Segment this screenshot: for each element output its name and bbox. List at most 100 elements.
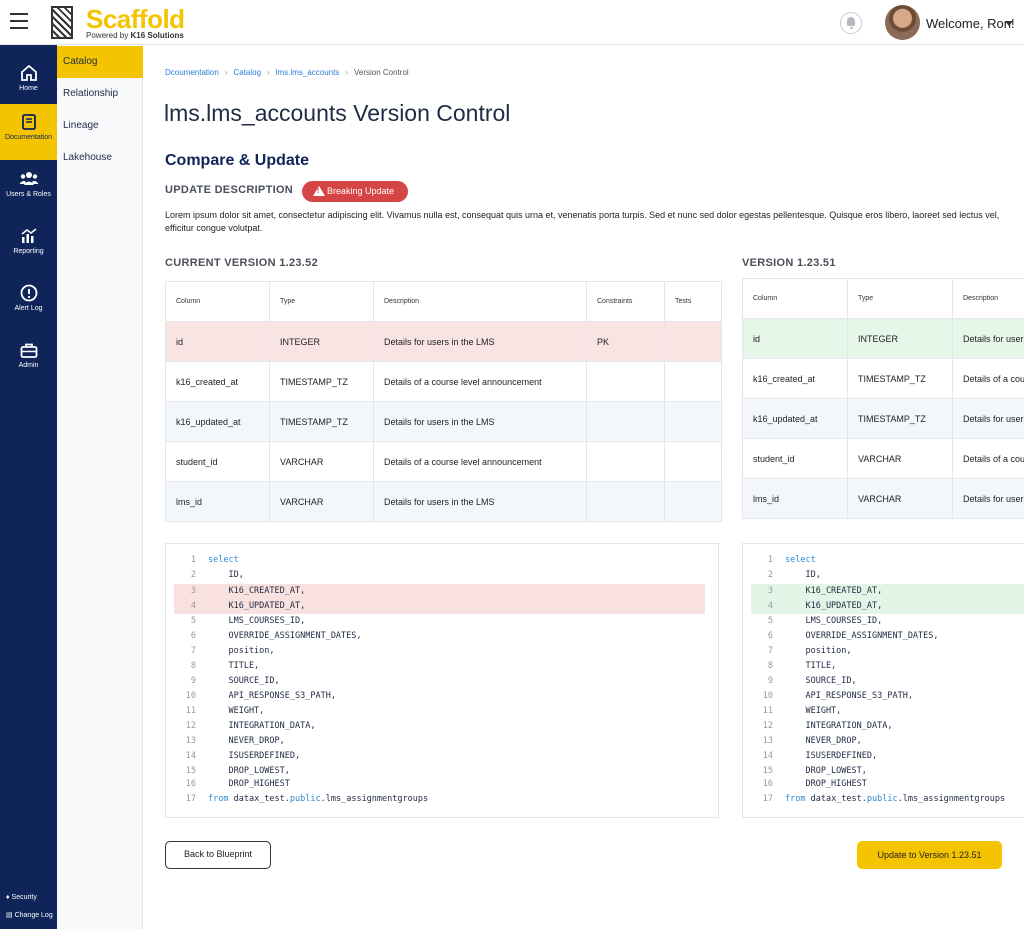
- description-header[interactable]: Description: [952, 278, 1024, 319]
- nav-item-users-roles[interactable]: Users & Roles: [0, 161, 57, 217]
- breadcrumb-documentation[interactable]: Dcoumentation: [165, 68, 219, 77]
- nav-item-alert-log[interactable]: Alert Log: [0, 275, 57, 331]
- column-header[interactable]: Column: [742, 278, 848, 319]
- current-version-label: CURRENT VERSION 1.23.52: [165, 257, 318, 269]
- code-line: 9 SOURCE_ID,: [767, 676, 857, 686]
- other-version-table: Column Type Description id INTEGER Details…: [742, 278, 1024, 519]
- code-line: 14 ISUSERDEFINED,: [185, 751, 301, 761]
- update-version-button[interactable]: Update to Version 1.23.51: [857, 841, 1002, 869]
- book-icon: [21, 114, 36, 130]
- chart-icon: [21, 228, 36, 243]
- back-to-blueprint-button[interactable]: Back to Blueprint: [165, 841, 271, 869]
- breadcrumb: Dcoumentation › Catalog › lms.lms_accounts › V…: [165, 68, 409, 77]
- alert-icon: [20, 284, 37, 302]
- code-line: 16 DROP_HIGHEST: [185, 779, 290, 789]
- subnav-item-relationship[interactable]: Relationship: [63, 88, 119, 99]
- home-icon: [20, 64, 37, 81]
- code-line: 2 ID,: [190, 570, 244, 580]
- nav-security[interactable]: ♦ Security: [6, 894, 37, 901]
- subnav-item-catalog[interactable]: Catalog: [57, 46, 143, 78]
- code-line: 5 LMS_COURSES_ID,: [190, 616, 306, 626]
- page-title: lms.lms_accounts Version Control: [164, 100, 511, 126]
- table-row: id INTEGER Details for users in the LMS PK: [165, 321, 722, 362]
- code-line: 1 select: [767, 555, 816, 565]
- subnav-item-lakehouse[interactable]: Lakehouse: [63, 152, 112, 163]
- code-line: 13 NEVER_DROP,: [185, 736, 285, 746]
- code-line: 2 ID,: [767, 570, 821, 580]
- code-from-target: datax_test.public.lms_assignmentgroups: [233, 794, 429, 804]
- breadcrumb-current: Version Control: [353, 68, 409, 77]
- type-header[interactable]: Type: [847, 278, 953, 319]
- welcome-text[interactable]: Welcome, Ron!: [926, 16, 1015, 31]
- avatar[interactable]: [885, 5, 920, 40]
- code-line: 17 from datax_test.public.lms_assignmentg…: [185, 794, 429, 804]
- code-line-added: 3 K16_CREATED_AT,: [751, 584, 1024, 599]
- code-line: 9 SOURCE_ID,: [190, 676, 280, 686]
- breadcrumb-catalog[interactable]: Catalog: [233, 68, 262, 77]
- chevron-down-icon[interactable]: [1005, 21, 1013, 26]
- code-line: 6 OVERRIDE_ASSIGNMENT_DATES,: [190, 631, 362, 641]
- code-line: 15 DROP_LOWEST,: [185, 766, 290, 776]
- shield-icon: ♦: [6, 894, 10, 901]
- description-header[interactable]: Description: [373, 281, 587, 322]
- current-version-table: Column Type Description Constraints Test…: [165, 281, 722, 522]
- warning-icon: [313, 186, 325, 196]
- scaffold-logo-icon: [51, 6, 73, 39]
- code-line: 10 API_RESPONSE_S3_PATH,: [185, 691, 336, 701]
- users-icon: [19, 172, 38, 185]
- update-description-text: Lorem ipsum dolor sit amet, consectetur …: [165, 210, 1000, 233]
- code-line: 1 select: [190, 555, 239, 565]
- code-line: 11 WEIGHT,: [185, 706, 265, 716]
- nav-item-home[interactable]: Home: [0, 55, 57, 111]
- code-line: 8 TITLE,: [767, 661, 837, 671]
- code-line-removed: 4 K16_UPDATED_AT,: [174, 599, 705, 614]
- toolbox-icon: [20, 343, 37, 358]
- sub-nav: Catalog Relationship Lineage Lakehouse: [57, 45, 143, 929]
- column-header[interactable]: Column: [165, 281, 270, 322]
- bell-icon[interactable]: [840, 12, 862, 34]
- logo-text: Scaffold: [86, 4, 185, 34]
- top-header: Scaffold Powered by K16 Solutions Welcom…: [0, 0, 1024, 45]
- nav-item-documentation[interactable]: Documentation: [0, 104, 57, 160]
- code-line: 6 OVERRIDE_ASSIGNMENT_DATES,: [767, 631, 939, 641]
- code-line: 14 ISUSERDEFINED,: [762, 751, 878, 761]
- code-line: 12 INTEGRATION_DATA,: [762, 721, 893, 731]
- nav-item-reporting[interactable]: Reporting: [0, 218, 57, 274]
- code-line: 15 DROP_LOWEST,: [762, 766, 867, 776]
- code-line: 8 TITLE,: [190, 661, 260, 671]
- code-line: 12 INTEGRATION_DATA,: [185, 721, 316, 731]
- code-line-removed: 3 K16_CREATED_AT,: [174, 584, 705, 599]
- code-line: 11 WEIGHT,: [762, 706, 842, 716]
- update-description-label: UPDATE DESCRIPTION: [165, 184, 294, 196]
- constraints-header[interactable]: Constraints: [586, 281, 665, 322]
- table-row: k16_created_at TIMESTAMP_TZ Details of a c…: [165, 361, 722, 402]
- breaking-update-badge: Breaking Update: [302, 181, 408, 202]
- table-row: k16_updated_at TIMESTAMP_TZ Details for us…: [165, 401, 722, 442]
- breadcrumb-table[interactable]: lms.lms_accounts: [275, 68, 340, 77]
- menu-icon[interactable]: [10, 13, 28, 29]
- code-line: 7 position,: [190, 646, 275, 656]
- nav-item-admin[interactable]: Admin: [0, 332, 57, 388]
- code-line: 16 DROP_HIGHEST: [762, 779, 867, 789]
- nav-change-log[interactable]: ▤ Change Log: [6, 912, 53, 919]
- other-version-panel: VERSION 1.23.51 Column Type Description …: [742, 0, 1024, 929]
- code-from-target: datax_test.public.lms_assignmentgroups: [810, 794, 1006, 804]
- subnav-item-lineage[interactable]: Lineage: [63, 120, 99, 131]
- tests-header[interactable]: Tests: [664, 281, 722, 322]
- code-line: 10 API_RESPONSE_S3_PATH,: [762, 691, 913, 701]
- code-line: 17 from datax_test.public.lms_assignmentg…: [762, 794, 1006, 804]
- code-line-added: 4 K16_UPDATED_AT,: [751, 599, 1024, 614]
- code-line: 5 LMS_COURSES_ID,: [767, 616, 883, 626]
- table-row: k16_created_at TIMESTAMP_TZ Details of a c…: [742, 358, 1024, 399]
- type-header[interactable]: Type: [269, 281, 374, 322]
- table-row: k16_updated_at TIMESTAMP_TZ Details for us…: [742, 398, 1024, 439]
- code-line: 7 position,: [767, 646, 852, 656]
- left-nav: Home Documentation Users & Roles Reporti…: [0, 45, 57, 929]
- current-code-panel: 1 select 2 ID, 3 K16_CREATED_AT, 4 K16_UP…: [165, 543, 719, 818]
- other-code-panel: 1 select 2 ID, 3 K16_CREATED_AT, 4 K16_UP…: [742, 543, 1024, 818]
- code-line: 13 NEVER_DROP,: [762, 736, 862, 746]
